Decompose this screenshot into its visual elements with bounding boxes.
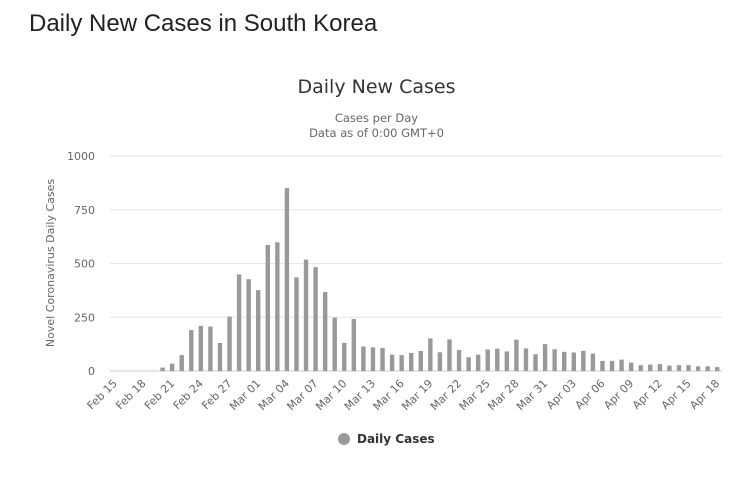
x-tick-label: Apr 18 [687,377,722,412]
bar[interactable] [256,290,261,371]
x-tick-label: Feb 18 [113,377,148,412]
bar[interactable] [322,292,328,371]
x-tick-label: Mar 16 [371,377,407,413]
bar[interactable] [227,316,232,371]
bar[interactable] [236,274,242,371]
bar[interactable] [198,325,204,371]
x-tick-label: Mar 04 [256,377,292,413]
y-axis-label: Novel Coronavirus Daily Cases [44,179,57,347]
bar[interactable] [208,326,213,371]
bar[interactable] [571,352,576,371]
bar[interactable] [246,279,251,371]
bar[interactable] [676,365,682,371]
x-tick-label: Mar 31 [514,377,550,413]
bar[interactable] [303,259,309,371]
x-tick-label: Mar 25 [457,377,493,413]
bar[interactable] [313,267,318,371]
bar[interactable] [542,344,548,371]
x-tick-label: Mar 01 [227,377,263,413]
x-tick-label: Feb 24 [171,377,206,412]
x-tick-label: Mar 28 [485,377,521,413]
bar[interactable] [648,364,653,371]
bar[interactable] [562,351,567,371]
bar[interactable] [523,348,529,371]
bar[interactable] [351,318,357,371]
x-tick-label: Apr 06 [573,377,608,412]
bar[interactable] [342,342,347,371]
x-tick-label: Mar 07 [284,377,320,413]
bar[interactable] [169,363,175,371]
bar[interactable] [265,245,270,371]
bar[interactable] [619,359,624,371]
bar[interactable] [638,365,643,371]
bar[interactable] [189,330,194,371]
bar[interactable] [418,351,423,371]
x-tick-label: Feb 21 [142,377,177,412]
x-tick-label: Apr 03 [544,377,579,412]
bar[interactable] [609,360,615,371]
y-tick-label: 750 [74,204,95,217]
bar[interactable] [428,338,433,371]
x-tick-label: Mar 13 [342,377,378,413]
bar[interactable] [628,362,634,371]
bar[interactable] [332,317,337,371]
bar[interactable] [389,354,395,371]
x-tick-label: Apr 09 [601,377,636,412]
bar[interactable] [475,354,481,371]
bar[interactable] [495,348,500,371]
y-axis-ticks: 0 250 500 750 1000 [67,150,95,378]
bar[interactable] [695,366,701,371]
bar[interactable] [160,367,165,371]
bar[interactable] [437,352,443,371]
bar[interactable] [485,349,490,372]
y-tick-label: 250 [74,311,95,324]
page-title: Daily New Cases in South Korea [29,10,378,37]
bars [141,188,720,372]
chart-data-timestamp: Data as of 0:00 GMT+0 [309,126,444,140]
bar[interactable] [590,353,596,371]
bar[interactable] [552,349,557,371]
x-tick-label: Mar 10 [313,377,349,413]
legend-marker-icon [338,433,350,445]
y-tick-label: 0 [88,365,95,378]
bar[interactable] [581,350,586,371]
bar[interactable] [600,360,605,371]
bar[interactable] [380,347,385,371]
bar[interactable] [686,365,691,371]
bar[interactable] [399,355,404,371]
y-tick-label: 1000 [67,150,95,163]
bar[interactable] [504,351,510,371]
bar[interactable] [705,366,710,371]
legend[interactable]: Daily Cases [338,432,435,446]
bar[interactable] [657,364,663,371]
bar[interactable] [217,343,223,371]
bar[interactable] [284,188,290,371]
chart-subtitle: Cases per Day [334,111,419,125]
bar[interactable] [275,242,280,371]
y-tick-label: 500 [74,258,95,271]
bar[interactable] [466,357,471,371]
bar[interactable] [456,349,462,371]
bar[interactable] [514,339,519,371]
bar[interactable] [361,346,366,371]
bar[interactable] [447,339,452,371]
bar[interactable] [715,367,720,371]
bar[interactable] [533,354,538,371]
legend-label: Daily Cases [357,432,435,446]
x-tick-label: Apr 15 [659,377,694,412]
bar[interactable] [294,277,299,371]
x-tick-label: Feb 15 [85,377,120,412]
x-tick-label: Mar 19 [399,377,435,413]
bar[interactable] [667,365,672,371]
chart-title: Daily New Cases [297,76,456,98]
x-tick-label: Apr 12 [630,377,665,412]
bar[interactable] [179,355,184,371]
x-tick-label: Mar 22 [428,377,464,413]
bar[interactable] [409,352,414,371]
bar[interactable] [370,347,376,371]
